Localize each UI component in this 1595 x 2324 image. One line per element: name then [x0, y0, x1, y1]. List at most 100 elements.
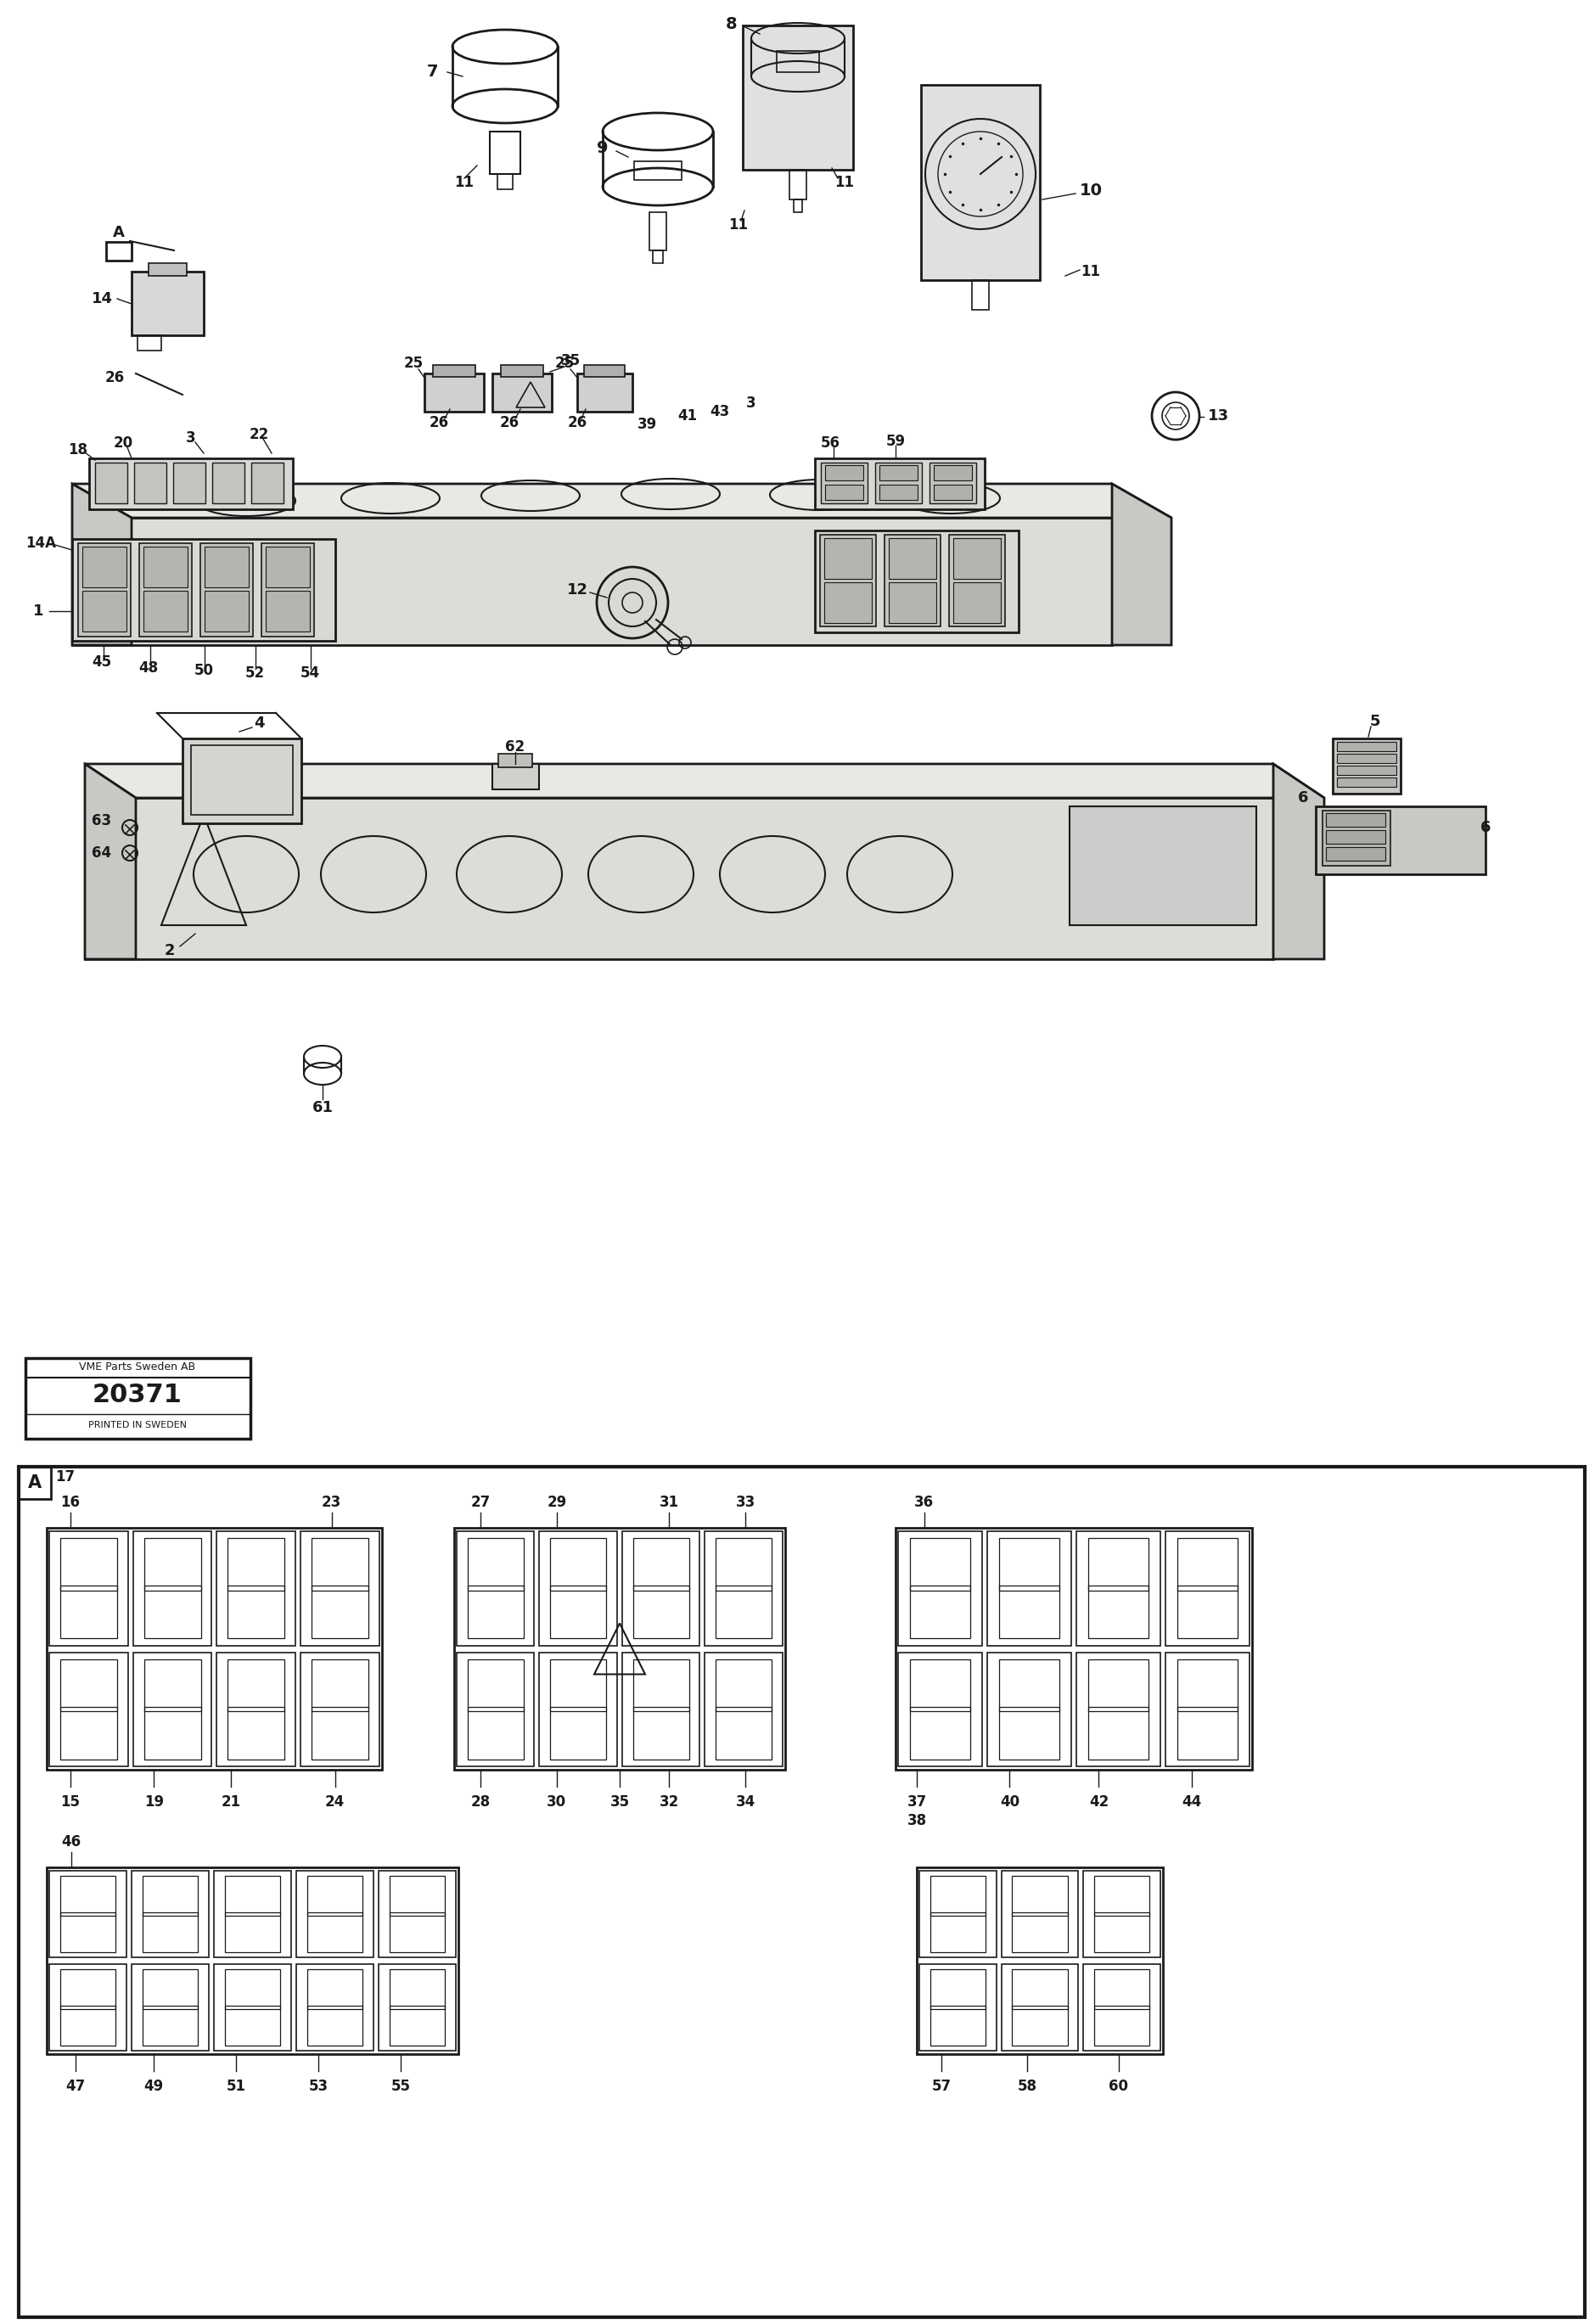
- Bar: [1088, 1659, 1148, 1710]
- Text: 18: 18: [69, 442, 88, 458]
- Bar: [1337, 741, 1396, 751]
- Bar: [920, 86, 1040, 281]
- Text: 26: 26: [429, 416, 448, 430]
- Bar: [1002, 1964, 1078, 2050]
- Bar: [633, 1538, 689, 1590]
- Bar: [204, 590, 249, 632]
- Bar: [1013, 1875, 1067, 1915]
- Bar: [132, 1652, 212, 1766]
- Bar: [550, 1659, 606, 1710]
- Bar: [498, 753, 533, 767]
- Bar: [716, 1585, 772, 1638]
- Text: 6: 6: [1480, 820, 1491, 834]
- Bar: [83, 590, 126, 632]
- Bar: [61, 1706, 116, 1759]
- Bar: [790, 170, 807, 200]
- Bar: [909, 1585, 970, 1638]
- Text: 7: 7: [427, 65, 439, 81]
- Bar: [954, 539, 1000, 579]
- Text: 48: 48: [139, 660, 158, 676]
- Bar: [308, 1968, 362, 2010]
- Bar: [716, 1538, 772, 1590]
- Bar: [191, 746, 293, 816]
- Polygon shape: [85, 765, 1324, 797]
- Bar: [490, 132, 520, 174]
- Bar: [919, 1871, 997, 1957]
- Bar: [825, 465, 863, 481]
- Bar: [266, 546, 309, 588]
- Bar: [716, 1659, 772, 1710]
- Bar: [252, 462, 284, 504]
- Bar: [174, 462, 206, 504]
- Bar: [501, 365, 544, 376]
- Bar: [78, 544, 131, 637]
- Text: 31: 31: [659, 1494, 679, 1511]
- Bar: [1337, 753, 1396, 762]
- Bar: [424, 374, 483, 411]
- Text: 45: 45: [93, 655, 112, 669]
- Bar: [1325, 830, 1386, 844]
- Text: 44: 44: [1182, 1794, 1201, 1810]
- Text: 47: 47: [65, 2078, 86, 2094]
- Text: 64: 64: [93, 846, 112, 860]
- Bar: [142, 1875, 198, 1915]
- Text: 35: 35: [560, 353, 581, 370]
- Text: PRINTED IN SWEDEN: PRINTED IN SWEDEN: [88, 1420, 187, 1429]
- Bar: [131, 1871, 209, 1957]
- Bar: [432, 365, 475, 376]
- Bar: [217, 1532, 295, 1645]
- Text: 35: 35: [609, 1794, 630, 1810]
- Bar: [493, 765, 539, 790]
- Bar: [228, 1659, 284, 1710]
- Bar: [493, 374, 552, 411]
- Text: 29: 29: [547, 1494, 566, 1511]
- Bar: [228, 1538, 284, 1590]
- Bar: [148, 263, 187, 277]
- Bar: [297, 1871, 373, 1957]
- Text: 5: 5: [1370, 713, 1380, 730]
- Bar: [998, 1538, 1059, 1590]
- Bar: [825, 539, 872, 579]
- Bar: [144, 1659, 201, 1710]
- Bar: [909, 1659, 970, 1710]
- Bar: [212, 462, 244, 504]
- Bar: [888, 539, 936, 579]
- Circle shape: [597, 567, 668, 639]
- Bar: [72, 539, 335, 641]
- Bar: [898, 1652, 983, 1766]
- Bar: [142, 1968, 198, 2010]
- Bar: [1325, 846, 1386, 860]
- Bar: [622, 1532, 700, 1645]
- Text: 15: 15: [61, 1794, 80, 1810]
- Bar: [879, 486, 917, 500]
- Bar: [61, 1913, 116, 1952]
- Bar: [308, 1913, 362, 1952]
- Bar: [61, 1659, 116, 1710]
- Bar: [498, 174, 512, 188]
- Bar: [1322, 811, 1391, 867]
- Polygon shape: [72, 483, 1171, 518]
- Bar: [137, 335, 161, 351]
- Text: 25: 25: [404, 356, 423, 372]
- Bar: [467, 1585, 523, 1638]
- Bar: [577, 374, 632, 411]
- Bar: [389, 2006, 445, 2045]
- Bar: [1337, 765, 1396, 774]
- Bar: [456, 1532, 534, 1645]
- Text: 3: 3: [746, 395, 756, 411]
- Bar: [876, 462, 922, 504]
- Text: 46: 46: [62, 1834, 81, 1850]
- Text: 28: 28: [471, 1794, 490, 1810]
- Bar: [584, 365, 625, 376]
- Text: 8: 8: [726, 16, 737, 33]
- Bar: [308, 2006, 362, 2045]
- Bar: [633, 1659, 689, 1710]
- Bar: [998, 1659, 1059, 1710]
- Text: 61: 61: [313, 1099, 333, 1116]
- Bar: [705, 1532, 783, 1645]
- Bar: [930, 1875, 986, 1915]
- Text: 25: 25: [555, 356, 574, 372]
- Text: 43: 43: [710, 404, 729, 418]
- Bar: [225, 1913, 281, 1952]
- Bar: [1325, 813, 1386, 827]
